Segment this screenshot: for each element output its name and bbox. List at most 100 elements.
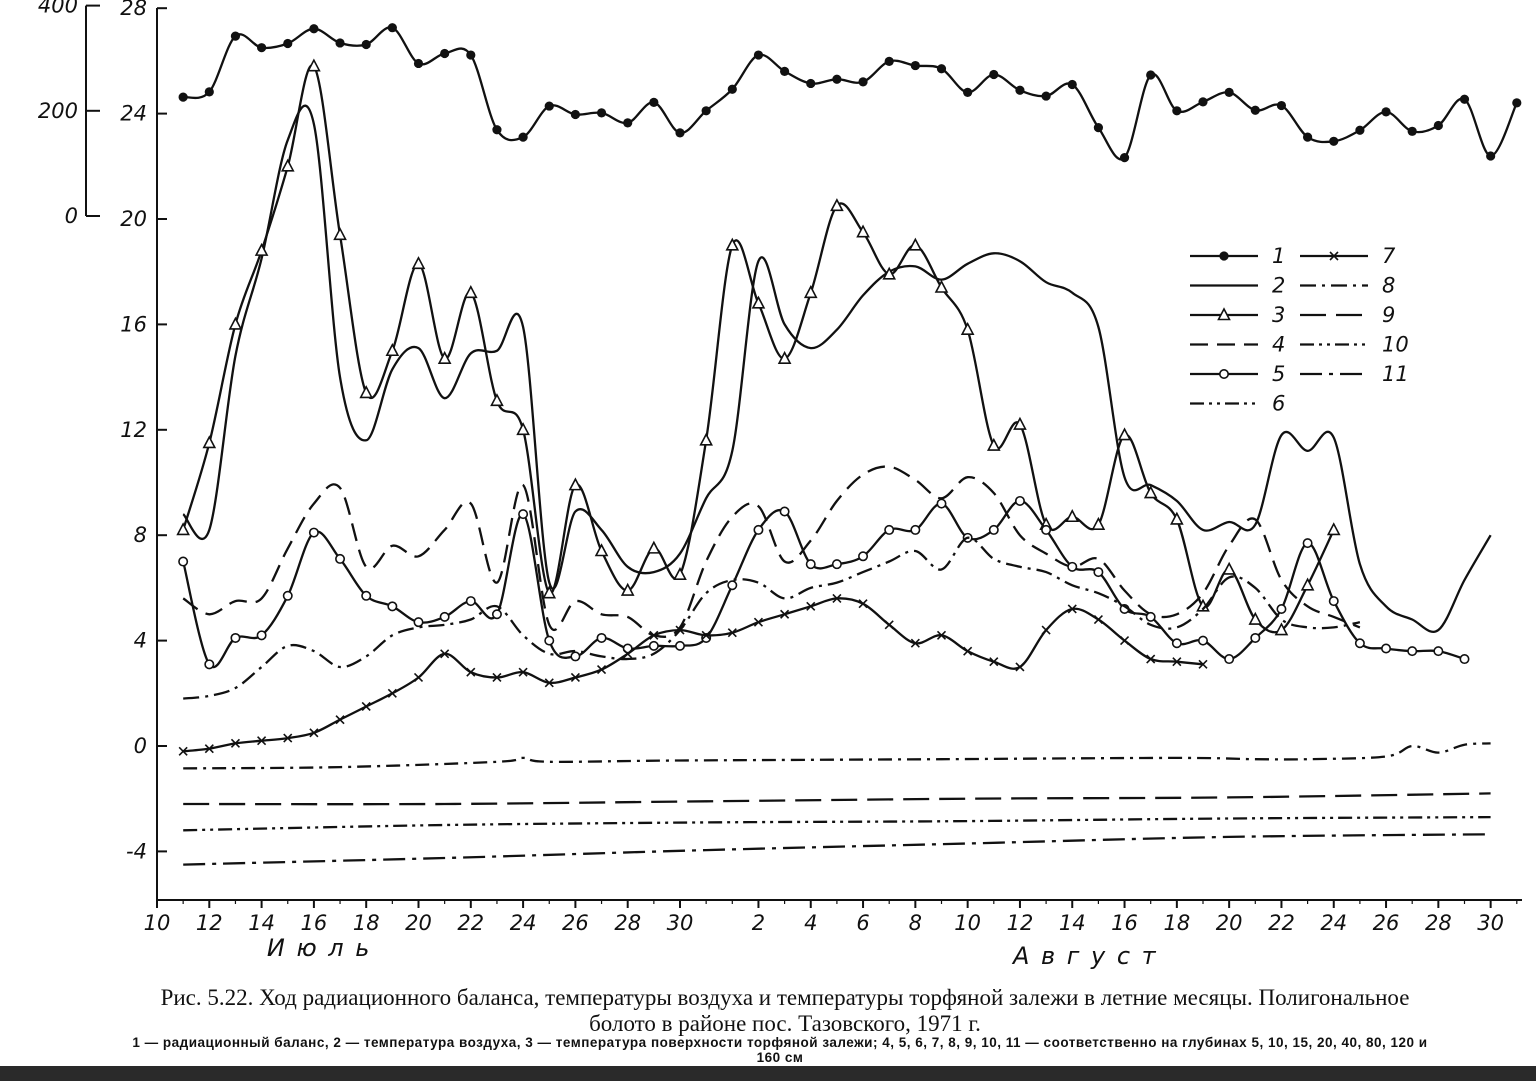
series-1-point [1381,107,1391,117]
series-7-point [361,701,371,712]
series-5-point [1067,561,1078,572]
series-3-point [803,285,818,299]
series-3-point [934,279,949,293]
x-tick-label: 28 [1425,911,1452,935]
series-5-point [936,498,947,509]
series-1-point [1041,91,1051,101]
series-3-point [777,350,792,364]
series-1-point [963,87,973,97]
series-5-point [1276,603,1287,614]
series-7-point [1067,604,1077,614]
series-3-point [1091,516,1106,530]
series-3-point [1248,611,1263,625]
series-1 [178,23,1522,163]
series-6-line [183,536,1361,700]
series-1-point [884,56,894,66]
legend-item-1: 1 [1190,244,1285,268]
legend-item-3: 3 [1190,303,1285,327]
series-1-point [910,60,920,71]
series-1-point [1512,98,1522,108]
series-5-point [1354,638,1365,649]
series-5-point [387,601,398,612]
series-7-point [910,638,920,648]
series-5-point [1224,654,1235,665]
series-7-point [936,630,947,640]
series-1-point [283,38,293,49]
series-7-point [1015,662,1025,672]
series-7-point [884,620,894,630]
series-3-point [594,543,609,557]
series-5-point [858,551,869,562]
series-3-point [307,58,321,72]
x-tick-label: 8 [909,911,922,935]
series-7-point [335,715,345,725]
series-5-point [1302,538,1313,549]
series-1-point [1459,94,1470,104]
x-tick-label: 10 [954,911,981,935]
series-3-point [463,285,478,299]
series-5-point [204,659,215,670]
series-3-point [830,198,844,212]
series-1-point [936,64,947,74]
legend: 1 2 3 4 5 6 7 8 9 10 11 [1190,244,1409,416]
figure-notes: 1 — радиационный баланс, 2 — температура… [132,1035,1428,1065]
series-1-point [753,50,764,60]
legend-item-4: 4 [1190,333,1285,357]
series-5-point [1145,611,1156,622]
series-7 [178,593,1208,756]
series-3-point [490,393,504,407]
series-9 [183,792,1491,806]
series-1-point [335,38,345,48]
x-tick-label: 6 [856,911,869,935]
x-tick-label: 20 [405,911,432,935]
series-7-point [989,657,999,667]
series-9-line [183,792,1491,806]
series-3-point [359,385,374,399]
legend-label: 5 [1272,362,1285,386]
x-tick-label: 22 [457,911,484,935]
legend-label: 10 [1382,333,1409,357]
legend-label: 3 [1272,303,1285,327]
series-6 [183,536,1361,700]
series-5-point [1328,596,1339,607]
series-7-point [230,738,241,748]
series-7-point [257,736,267,746]
x-tick-label: 10 [144,911,171,935]
series-1-point [1486,151,1496,161]
series-1-point [440,48,450,59]
legend-label: 9 [1382,303,1395,327]
series-1-point [806,78,816,89]
series-7-point [440,649,450,659]
series-7-point [701,630,711,640]
legend-item-2: 2 [1190,274,1285,298]
series-3-point [516,422,530,436]
series-3-point [908,237,923,251]
x-tick-label: 14 [248,911,275,935]
series-1-point [1250,105,1260,115]
series-5-point [1407,646,1418,657]
series-5-point [282,590,293,601]
series-7-point [204,744,214,754]
series-3-point [254,242,269,256]
y-tick-label: 4 [134,629,147,653]
series-3-point [228,316,243,330]
x-tick-label: 16 [1111,911,1138,935]
series-5-point [570,651,581,662]
series-4 [182,465,1361,638]
series-3-point [202,435,217,449]
series-5-point [518,509,529,520]
series-3-point [1065,509,1080,523]
series-7-point [1093,614,1103,625]
series-3-point [385,343,400,357]
series-7-point [1119,636,1130,646]
series-5-point [465,596,476,607]
series-7-point [492,672,502,683]
series-3-point [882,266,897,280]
series-1-point [387,23,397,33]
y-tick-label: 16 [120,312,147,336]
series-1-point [309,24,319,34]
series-3-point [1300,577,1315,591]
series-5-point [308,527,319,538]
series-11-line [183,833,1491,866]
